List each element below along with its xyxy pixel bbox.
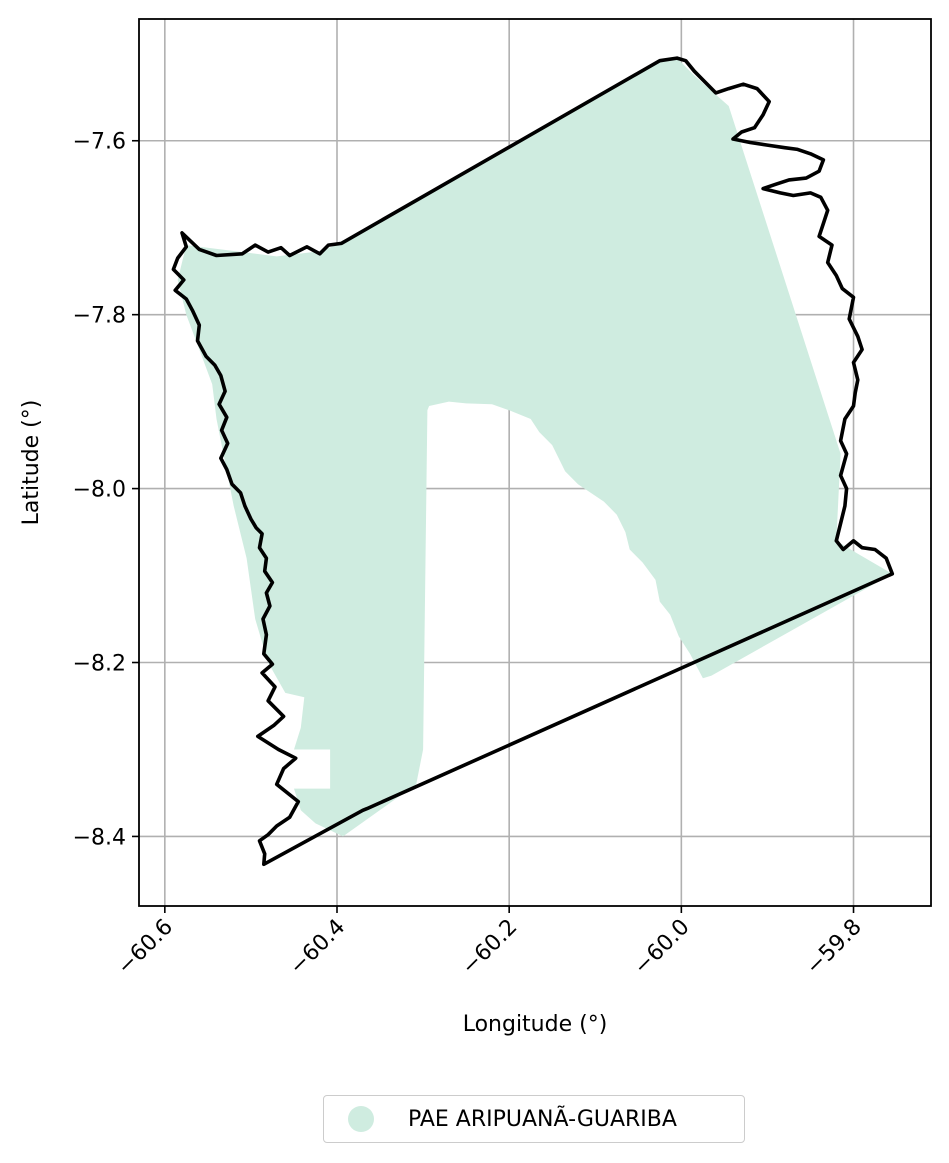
x-axis-title: Longitude (°)	[463, 1012, 608, 1037]
y-tick-label: −8.4	[73, 825, 126, 850]
y-tick-label: −8.2	[73, 652, 126, 677]
plot-frame	[138, 18, 932, 907]
y-tick-label: −8.0	[73, 478, 126, 503]
legend-label-pae-aripuana-guariba: PAE ARIPUANÃ-GUARIBA	[408, 1106, 677, 1132]
map-layers	[171, 56, 895, 867]
boundary-outline	[171, 56, 895, 867]
region-0-fill	[177, 58, 893, 837]
y-axis-title: Latitude (°)	[19, 400, 44, 526]
y-tick-label: −7.6	[73, 130, 126, 155]
legend-marker-pae-aripuana-guariba	[348, 1106, 374, 1132]
legend: PAE ARIPUANÃ-GUARIBA	[323, 1095, 745, 1143]
y-tick-label: −7.8	[73, 304, 126, 329]
